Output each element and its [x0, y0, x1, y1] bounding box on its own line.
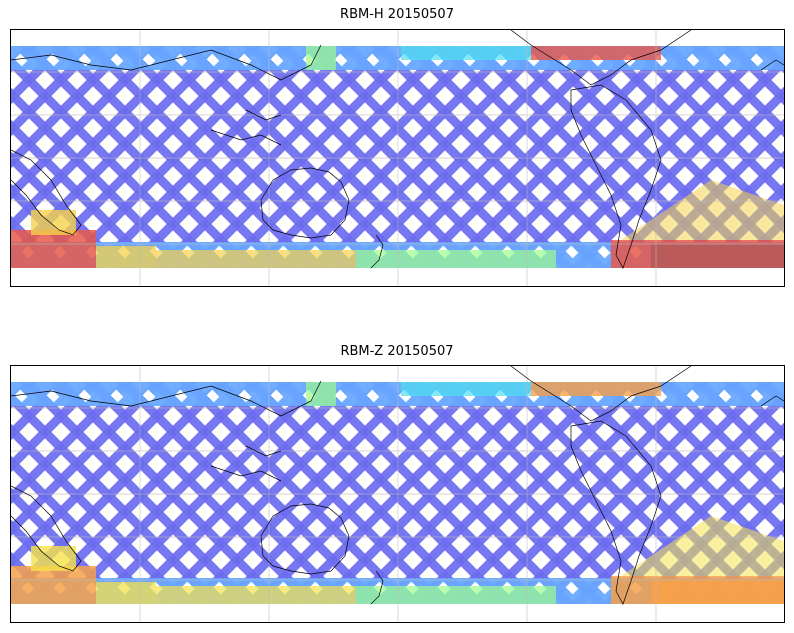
panel-title-rbm-z: RBM-Z 20150507	[340, 344, 454, 359]
north-band	[11, 382, 784, 406]
track-descending	[692, 382, 784, 474]
track-ascending	[11, 46, 166, 201]
high-radiation-patches	[11, 382, 784, 604]
track-ascending	[11, 382, 102, 473]
coastlines	[11, 30, 784, 269]
high-radiation-patches	[11, 46, 784, 268]
north-band	[11, 46, 784, 70]
map-canvas	[11, 30, 784, 286]
track-descending	[724, 382, 784, 442]
track-ascending	[11, 46, 198, 233]
track-ascending	[11, 46, 70, 105]
track-ascending	[11, 382, 198, 569]
track-descending	[724, 46, 784, 106]
track-ascending	[11, 382, 134, 505]
coastlines	[11, 366, 784, 605]
map-canvas	[11, 366, 784, 622]
track-ascending	[11, 46, 134, 169]
track-ascending	[11, 382, 166, 537]
map-rbm-h	[10, 29, 785, 287]
track-descending	[692, 46, 784, 138]
gridlines	[11, 366, 784, 622]
panel-title-rbm-h: RBM-H 20150507	[340, 7, 454, 22]
map-rbm-z	[10, 365, 785, 623]
gridlines	[11, 30, 784, 286]
track-ascending	[11, 382, 70, 441]
track-ascending	[11, 46, 102, 137]
